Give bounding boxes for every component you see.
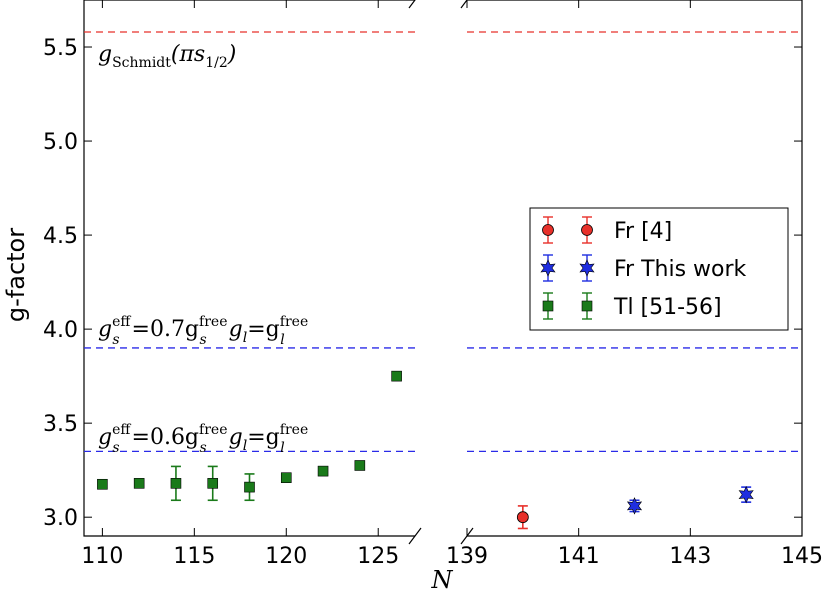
reference-lines: [84, 31, 802, 453]
legend-marker-1-0: [540, 259, 556, 277]
left-panel-background: [84, 0, 415, 536]
data-point-2-5: [280, 472, 292, 483]
y-tick-label: 5.5: [43, 36, 78, 61]
x-tick-label: 120: [265, 544, 307, 569]
data-point-2-6: [317, 465, 329, 477]
data-point-2-4: [244, 481, 255, 493]
y-tick-label: 4.0: [43, 318, 78, 343]
legend-label-0: Fr [4]: [614, 219, 672, 244]
legend-marker-0-0: [542, 224, 554, 236]
x-tick-label: 139: [446, 544, 488, 569]
legend: Fr [4] Fr This work Tl [51-56]: [529, 207, 789, 331]
data-marks: [97, 370, 754, 530]
x-tick-label: 110: [81, 544, 123, 569]
y-axis-label: g-factor: [2, 228, 30, 322]
legend-marker-2-1: [581, 300, 593, 312]
data-point-1-0: [626, 497, 643, 515]
y-tick-label: 3.0: [43, 506, 78, 531]
x-axis-label: N: [431, 566, 454, 594]
break-mark-top-right: [460, 0, 468, 9]
legend-marker-2-0: [542, 300, 554, 312]
legend-label-1: Fr This work: [614, 257, 747, 282]
legend-label-2: Tl [51-56]: [613, 295, 722, 320]
axis-break-marks: [408, 0, 474, 545]
left-panel: [83, 0, 415, 537]
data-point-1-1: [738, 485, 754, 504]
legend-box: [529, 207, 789, 331]
data-point-2-7: [354, 460, 366, 471]
data-point-2-3: [207, 478, 219, 489]
y-tick-label: 3.5: [43, 412, 78, 437]
axis-ticks: 3.0 3.5 4.0 4.5 5.0 5.5 110 115 120 125 139 141 143 1…: [43, 0, 823, 569]
x-tick-label: 125: [357, 544, 399, 569]
right-panel-frame: [467, 0, 803, 537]
data-point-2-2: [170, 478, 182, 489]
x-tick-label: 143: [669, 544, 711, 569]
y-tick-label: 5.0: [43, 130, 78, 155]
legend-items: Fr [4] Fr This work Tl [51-56]: [540, 216, 747, 320]
break-mark-top-left: [408, 0, 416, 9]
legend-marker-0-1: [581, 224, 593, 236]
x-tick-label: 115: [173, 544, 215, 569]
data-point-0-0: [516, 511, 529, 524]
break-mark-bottom-left: [408, 527, 422, 545]
x-tick-label: 145: [781, 544, 823, 569]
data-point-2-8: [391, 370, 402, 382]
data-point-2-1: [133, 478, 145, 489]
legend-marker-1-1: [579, 259, 595, 277]
x-tick-label: 141: [558, 544, 600, 569]
data-point-2-0: [97, 478, 108, 490]
left-panel-frame: [83, 0, 415, 537]
y-tick-label: 4.5: [43, 224, 78, 249]
